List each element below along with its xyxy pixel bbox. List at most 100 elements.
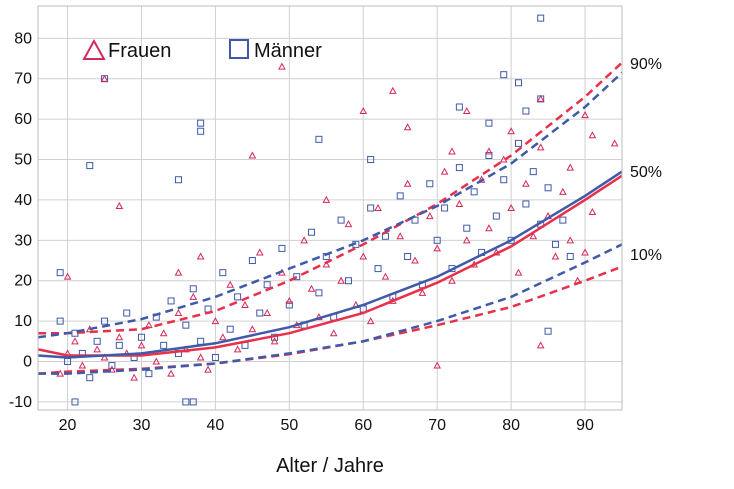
maenner-point <box>56 269 64 277</box>
legend-label-maenner: Männer <box>254 40 322 62</box>
frauen-point <box>189 292 198 300</box>
frauen-point <box>167 369 175 377</box>
frauen-point <box>610 139 619 147</box>
frauen-point <box>403 123 412 131</box>
maenner-point <box>544 327 552 335</box>
frauen-point <box>455 199 464 207</box>
maenner-point <box>515 79 523 87</box>
frauen-point <box>359 252 368 260</box>
frauen-point <box>536 143 545 151</box>
maenner-point <box>293 273 301 281</box>
x-tick-label: 30 <box>133 417 151 434</box>
maenner-point <box>485 151 493 159</box>
maenner-point <box>234 293 242 301</box>
frauen-point <box>211 317 220 325</box>
x-tick-label: 90 <box>576 417 594 434</box>
maenner-point <box>470 188 478 196</box>
maenner-point <box>115 341 123 349</box>
maenner-point <box>507 236 515 244</box>
frauen-point <box>63 272 72 280</box>
frauen-point <box>566 236 575 244</box>
maenner-point <box>426 180 434 188</box>
frauen-point <box>100 353 109 361</box>
maenner-point <box>137 333 145 341</box>
frauen-point <box>507 127 515 135</box>
frauen-point <box>536 94 545 102</box>
y-tick-label: 60 <box>14 111 32 128</box>
y-tick-label: 30 <box>14 232 32 249</box>
maenner-point <box>197 119 205 127</box>
frauen-point <box>270 337 279 345</box>
y-tick-label: 40 <box>14 192 32 209</box>
frauen-point <box>588 207 597 216</box>
maenner-point <box>404 252 412 260</box>
frauen-point <box>566 163 575 171</box>
maenner-curve-10 <box>38 243 623 375</box>
frauen-point <box>278 62 286 70</box>
frauen-point <box>433 244 442 252</box>
maenner-point <box>256 309 264 317</box>
frauen-point <box>536 341 545 349</box>
frauen-point <box>581 111 589 119</box>
frauen-point <box>263 308 272 317</box>
frauen-point <box>381 272 390 280</box>
legend: Frauen Männer <box>82 38 322 62</box>
maenner-point <box>492 212 500 220</box>
frauen-point <box>182 345 190 353</box>
maenner-point <box>559 216 567 224</box>
y-tick-label: -10 <box>9 394 32 411</box>
frauen-point <box>388 86 397 94</box>
y-tick-label: 10 <box>14 313 32 330</box>
maenner-point <box>441 204 449 212</box>
frauen-point <box>248 151 257 159</box>
maenner-point <box>315 289 323 297</box>
maenner-point <box>463 224 471 232</box>
maenner-point <box>219 269 227 277</box>
maenner-point <box>86 374 94 382</box>
frauen-point <box>152 357 161 365</box>
maenner-point <box>515 139 523 147</box>
maenner-point <box>529 168 537 176</box>
maenner-point <box>374 265 382 273</box>
frauen-point <box>322 260 331 268</box>
maenner-point <box>174 176 182 184</box>
frauen-point <box>551 252 560 260</box>
x-tick-label: 20 <box>59 417 77 434</box>
x-tick-label: 80 <box>502 417 520 434</box>
frauen-point <box>581 248 589 256</box>
maenner-point <box>522 107 530 115</box>
maenner-point <box>167 297 175 305</box>
maenner-point <box>108 362 116 370</box>
frauen-point <box>514 268 523 276</box>
frauen-point <box>440 167 449 175</box>
frauen-point <box>285 296 294 304</box>
frauen-point <box>329 329 338 337</box>
frauen-point <box>418 288 427 296</box>
maenner-point <box>248 257 256 265</box>
maenner-point <box>455 103 463 111</box>
frauen-point <box>559 187 567 195</box>
frauen-point <box>344 220 353 228</box>
frauen-point <box>248 325 257 333</box>
maenner-point <box>522 200 530 208</box>
frauen-point <box>374 203 382 211</box>
frauen-point <box>196 252 205 260</box>
maenner-point <box>433 236 441 244</box>
frauen-point <box>337 276 345 284</box>
frauen-point <box>433 361 442 369</box>
axes: 20 30 40 50 60 70 80 90 -10 0 10 20 30 40 50 60 70 80 <box>9 30 594 434</box>
data-points <box>56 14 619 406</box>
maenner-point <box>455 164 463 172</box>
maenner-point <box>123 309 131 317</box>
percentile-label-90: 90% <box>630 56 662 73</box>
frauen-point <box>425 212 434 220</box>
maenner-point <box>86 162 94 170</box>
maenner-point <box>189 398 197 406</box>
maenner-point <box>566 252 574 260</box>
frauen-point <box>159 329 168 337</box>
maenner-point <box>500 176 508 184</box>
maenner-point <box>337 216 345 224</box>
frauen-point <box>366 317 375 325</box>
